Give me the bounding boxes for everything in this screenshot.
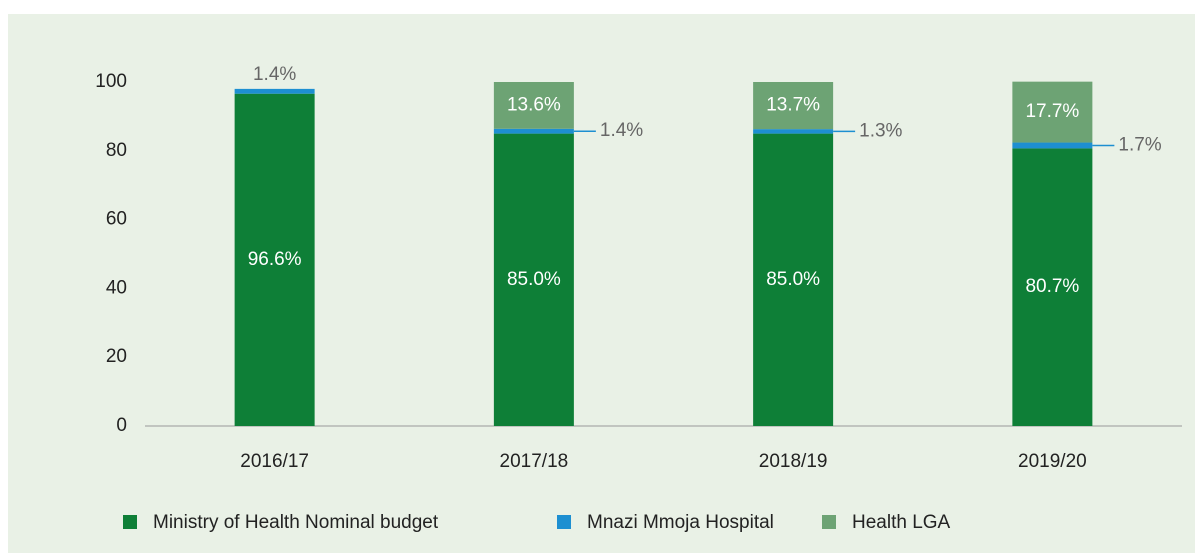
- data-label: 17.7%: [1025, 101, 1079, 122]
- data-label: 96.6%: [248, 249, 302, 270]
- legend-label: Ministry of Health Nominal budget: [153, 512, 439, 533]
- data-label: 1.3%: [859, 120, 902, 141]
- x-tick-label: 2017/18: [500, 451, 569, 472]
- bar-segment: [753, 129, 834, 134]
- legend-swatch: [822, 515, 836, 529]
- y-tick-label: 100: [95, 71, 127, 92]
- data-label: 13.7%: [766, 95, 820, 116]
- y-tick-label: 0: [116, 415, 127, 436]
- legend-label: Mnazi Mmoja Hospital: [587, 512, 774, 533]
- data-label: 1.7%: [1118, 134, 1161, 155]
- bar-segment: [493, 133, 574, 426]
- y-tick-label: 40: [106, 277, 127, 298]
- legend-swatch: [123, 515, 137, 529]
- data-label: 1.4%: [600, 120, 643, 141]
- data-label: 85.0%: [507, 269, 561, 290]
- legend-swatch: [557, 515, 571, 529]
- y-tick-label: 20: [106, 346, 127, 367]
- bar-segment: [1012, 148, 1093, 426]
- bar-segment: [234, 88, 315, 94]
- legend-label: Health LGA: [852, 512, 951, 533]
- bar-segment: [493, 82, 574, 129]
- x-tick-label: 2018/19: [759, 451, 828, 472]
- bar-segment: [753, 133, 834, 426]
- data-label: 80.7%: [1025, 276, 1079, 297]
- bar-segment: [753, 82, 834, 130]
- bar-segment: [1012, 81, 1093, 143]
- y-tick-label: 80: [106, 140, 127, 161]
- bar-segment: [493, 128, 574, 134]
- data-label: 1.4%: [253, 64, 296, 85]
- data-label: 13.6%: [507, 94, 561, 115]
- data-label: 85.0%: [766, 269, 820, 290]
- bar-segment: [234, 93, 315, 427]
- x-tick-label: 2016/17: [240, 451, 309, 472]
- bar-segment: [1012, 142, 1093, 149]
- y-tick-label: 60: [106, 209, 127, 230]
- chart-background: [8, 14, 1195, 553]
- x-tick-label: 2019/20: [1018, 451, 1087, 472]
